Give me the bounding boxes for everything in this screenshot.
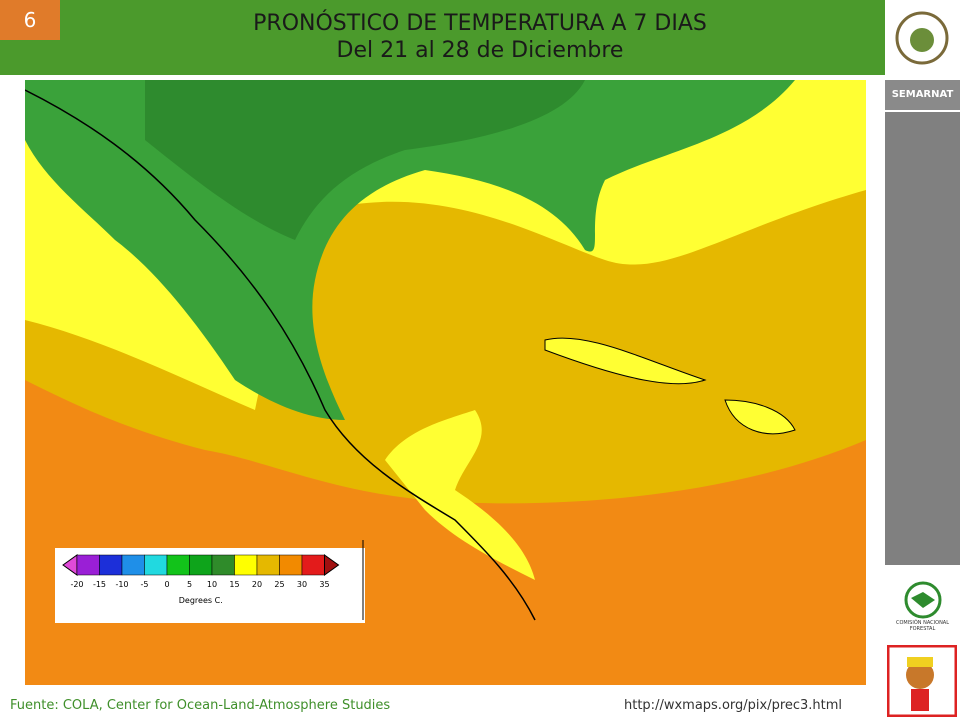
legend-swatch — [189, 554, 213, 576]
legend-tick-label: 30 — [297, 580, 307, 589]
logo-caption: COMISIÓN NACIONAL FORESTAL — [895, 620, 950, 632]
emblem — [895, 11, 949, 65]
source-url: http://wxmaps.org/pix/prec3.html — [624, 698, 843, 713]
sidebar-column — [885, 112, 960, 565]
legend-arrow — [324, 554, 340, 576]
legend-swatch — [234, 554, 258, 576]
legend-tick-label: 10 — [207, 580, 217, 589]
legend-tick-label: -10 — [115, 580, 128, 589]
conafor-logo — [904, 581, 942, 619]
legend-unit: Degrees C. — [179, 596, 223, 605]
legend-scale: -20 -15 -10 -5 0 5 10 15 20 25 30 35 Degrees C. — [62, 554, 340, 605]
map: -20 -15 -10 -5 0 5 10 15 20 25 30 35 Degrees C. — [25, 80, 866, 685]
legend-swatch — [144, 554, 168, 576]
title: PRONÓSTICO DE TEMPERATURA A 7 DIAS — [253, 11, 707, 36]
agency-label: SEMARNAT — [885, 80, 960, 110]
legend-tick-label: -20 — [70, 580, 83, 589]
legend-tick-label: 25 — [274, 580, 284, 589]
legend-swatch — [256, 554, 280, 576]
legend-tick-label: 0 — [164, 580, 169, 589]
legend-tick-label: 20 — [252, 580, 262, 589]
legend-swatch — [211, 554, 235, 576]
legend-swatch — [76, 554, 100, 576]
subtitle: Del 21 al 28 de Diciembre — [336, 38, 624, 63]
legend-tick-label: 15 — [229, 580, 239, 589]
legend-swatch — [279, 554, 303, 576]
legend-swatch — [166, 554, 190, 576]
legend-swatch — [99, 554, 123, 576]
legend-swatch — [301, 554, 325, 576]
title-block: PRONÓSTICO DE TEMPERATURA A 7 DIAS Del 2… — [130, 10, 830, 64]
legend-swatch — [121, 554, 145, 576]
slide-number: 6 — [0, 0, 60, 40]
legend-tick-label: 35 — [319, 580, 329, 589]
legend-tick-label: -15 — [93, 580, 106, 589]
legend-tick-label: 5 — [187, 580, 192, 589]
legend-tick-label: -5 — [141, 580, 149, 589]
mascot — [887, 645, 957, 717]
header-bar — [0, 0, 885, 75]
source: Fuente: COLA, Center for Ocean-Land-Atmo… — [10, 698, 391, 713]
